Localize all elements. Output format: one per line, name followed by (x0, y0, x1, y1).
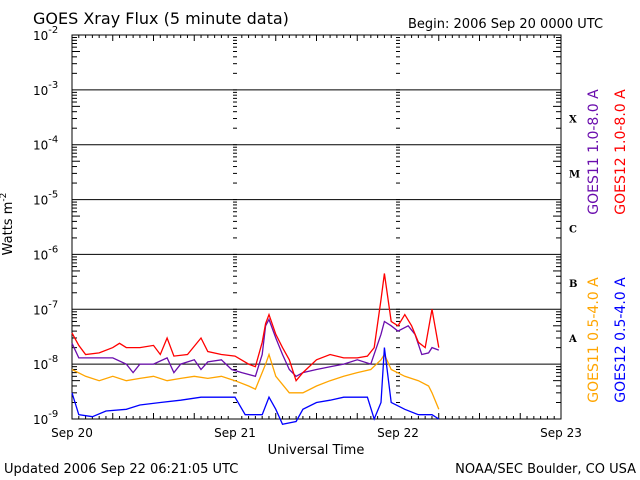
flare-class-label: A (568, 334, 577, 345)
y-tick-exponent: -2 (48, 25, 58, 36)
chart-title: GOES Xray Flux (5 minute data) (33, 9, 289, 28)
x-axis-label: Universal Time (268, 443, 365, 458)
flare-class-label: M (569, 169, 580, 180)
y-tick-base: 10 (33, 358, 48, 372)
y-axis-label-text: Watts m (1, 202, 16, 256)
credit-label: NOAA/SEC Boulder, CO USA (455, 462, 636, 477)
y-tick-label: 10-4 (33, 135, 58, 153)
updated-label: Updated 2006 Sep 22 06:21:05 UTC (4, 462, 238, 477)
series-lines (71, 273, 440, 426)
flare-class-label: X (569, 115, 577, 126)
y-tick-label: 10-2 (33, 25, 58, 43)
y-tick-exponent: -5 (48, 190, 58, 201)
y-tick-label: 10-9 (33, 409, 58, 427)
y-axis-label: Watts m-2 (0, 193, 16, 256)
y-tick-base: 10 (33, 413, 48, 427)
y-tick-label: 10-7 (33, 299, 58, 317)
plot-frame (71, 34, 562, 420)
y-axis-label-sup: -2 (0, 193, 9, 202)
y-tick-base: 10 (33, 139, 48, 153)
flare-class-label: B (569, 279, 577, 290)
series-line (71, 317, 440, 378)
y-tick-exponent: -7 (48, 299, 58, 310)
y-tick-exponent: -3 (48, 80, 58, 91)
y-tick-base: 10 (33, 194, 48, 208)
y-tick-exponent: -9 (48, 409, 58, 420)
y-tick-label: 10-8 (33, 354, 58, 372)
grid-lines (72, 89, 561, 365)
legend: GOES11 1.0-8.0 A GOES12 1.0-8.0 A GOES11 0… (586, 89, 629, 403)
x-tick-label: Sep 20 (51, 426, 93, 440)
y-tick-base: 10 (33, 84, 48, 98)
begin-label: Begin: 2006 Sep 20 0000 UTC (408, 17, 603, 32)
series-line (71, 347, 440, 426)
y-tick-label: 10-5 (33, 190, 58, 208)
day-divider-ticks (233, 37, 400, 420)
legend-entry: GOES12 1.0-8.0 A (613, 89, 629, 215)
y-tick-exponent: -8 (48, 354, 58, 365)
series-line (71, 352, 440, 410)
legend-entry: GOES11 1.0-8.0 A (586, 89, 602, 215)
series-line (71, 273, 440, 383)
x-tick-label: Sep 22 (377, 426, 419, 440)
x-axis-ticks: Sep 20 Sep 21 Sep 22 Sep 23 (51, 35, 582, 440)
y-tick-base: 10 (33, 29, 48, 43)
flare-class-label: C (569, 224, 577, 235)
y-tick-label: 10-3 (33, 80, 58, 98)
y-axis-ticks: 10-210-310-410-510-610-710-810-9 (33, 25, 561, 427)
legend-entry: GOES12 0.5-4.0 A (613, 277, 629, 403)
x-tick-label: Sep 23 (540, 426, 582, 440)
y-tick-base: 10 (33, 248, 48, 262)
y-tick-label: 10-6 (33, 244, 58, 262)
legend-entry: GOES11 0.5-4.0 A (586, 277, 602, 403)
y-tick-exponent: -6 (48, 244, 58, 255)
y-tick-exponent: -4 (48, 135, 58, 146)
flare-class-labels: X M C B A (568, 115, 580, 345)
y-tick-base: 10 (33, 303, 48, 317)
x-tick-label: Sep 21 (214, 426, 256, 440)
